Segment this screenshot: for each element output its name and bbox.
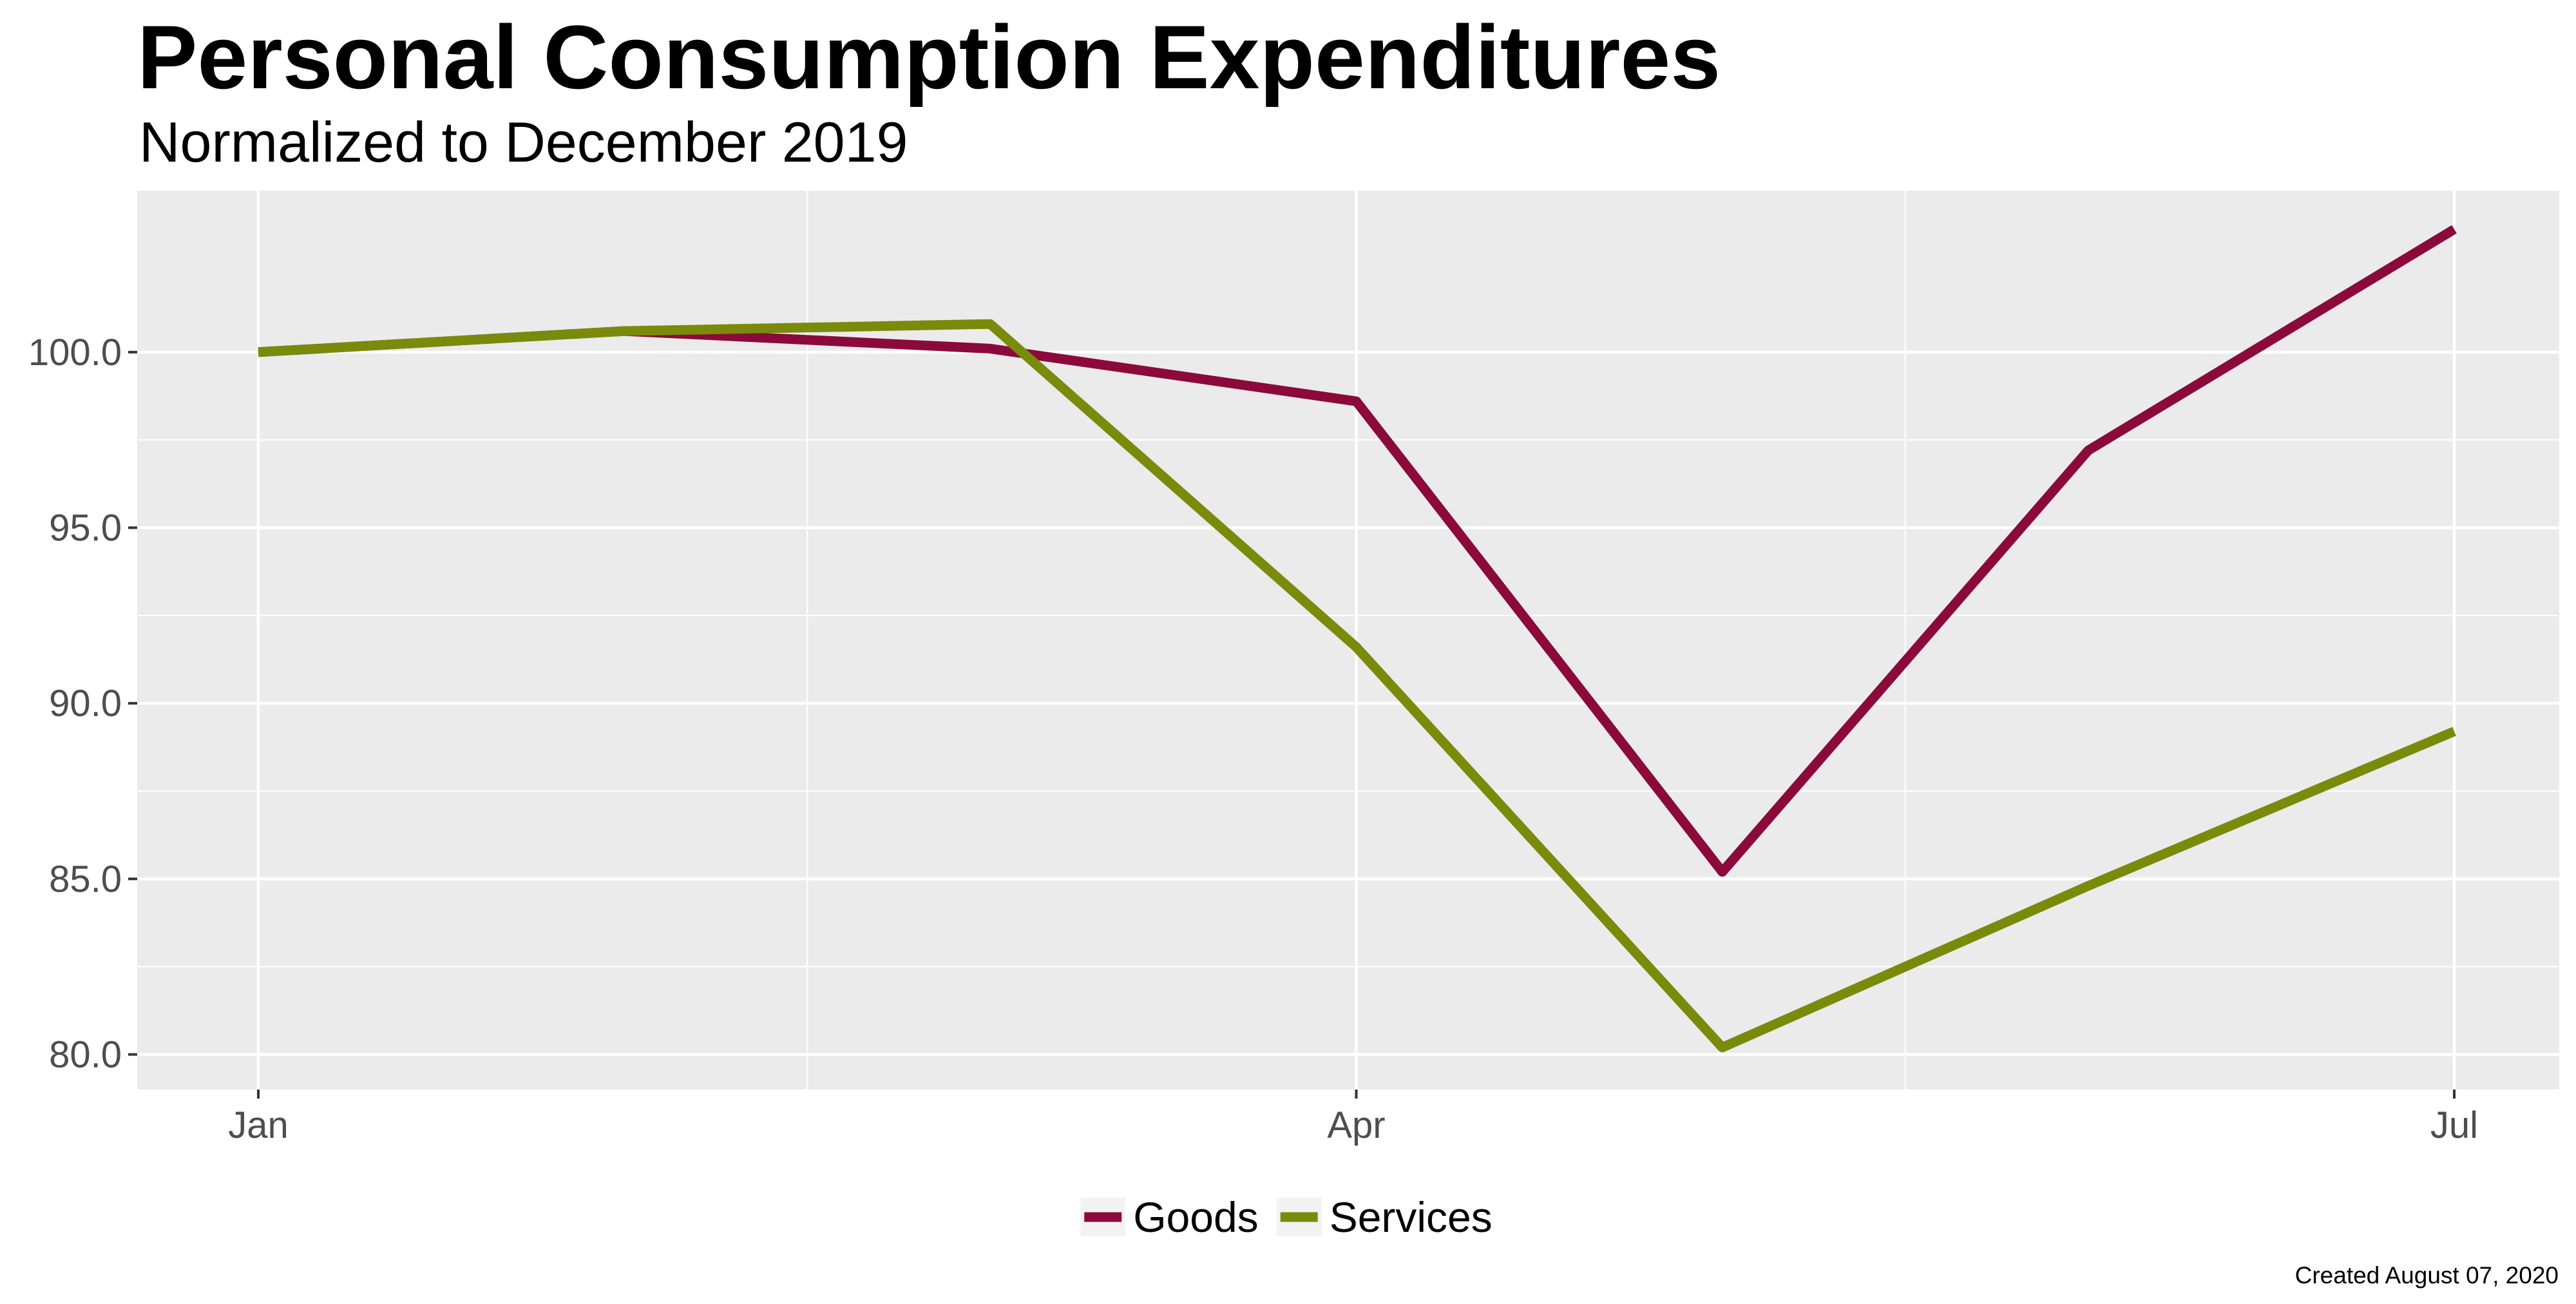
y-tick-label: 100.0 bbox=[28, 332, 122, 373]
created-date-caption: Created August 07, 2020 bbox=[2295, 1262, 2559, 1289]
y-tick-label: 95.0 bbox=[49, 507, 122, 549]
axis-ticks bbox=[128, 350, 2456, 1099]
y-tick-label: 80.0 bbox=[49, 1034, 122, 1075]
minor-gridlines bbox=[137, 191, 2559, 1090]
legend: Goods Services bbox=[1080, 1193, 1493, 1241]
y-axis-labels: 80.0 85.0 90.0 95.0 100.0 bbox=[28, 332, 122, 1076]
legend-label-goods: Goods bbox=[1133, 1193, 1258, 1241]
chart-title: Personal Consumption Expenditures bbox=[137, 6, 1721, 108]
x-tick-label: Apr bbox=[1327, 1104, 1385, 1146]
chart-subtitle: Normalized to December 2019 bbox=[139, 110, 908, 174]
x-axis-labels: Jan Apr Jul bbox=[228, 1104, 2478, 1146]
series-line-services bbox=[258, 319, 2456, 1053]
x-tick-label: Jul bbox=[2430, 1104, 2478, 1146]
major-gridlines bbox=[137, 191, 2559, 1090]
y-tick-label: 90.0 bbox=[49, 683, 122, 724]
legend-label-services: Services bbox=[1330, 1193, 1493, 1241]
series-lines bbox=[258, 225, 2457, 1053]
y-tick-label: 85.0 bbox=[49, 858, 122, 900]
x-tick-label: Jan bbox=[228, 1104, 289, 1146]
